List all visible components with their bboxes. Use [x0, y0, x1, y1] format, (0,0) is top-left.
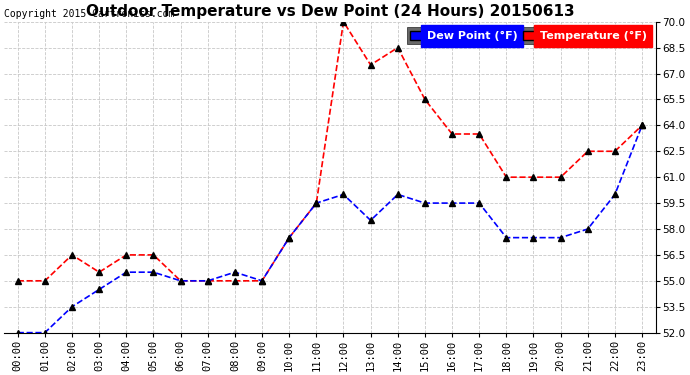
Legend: Dew Point (°F), Temperature (°F): Dew Point (°F), Temperature (°F) — [407, 27, 650, 44]
Text: Copyright 2015 Cartronics.com: Copyright 2015 Cartronics.com — [4, 9, 175, 19]
Title: Outdoor Temperature vs Dew Point (24 Hours) 20150613: Outdoor Temperature vs Dew Point (24 Hou… — [86, 4, 574, 19]
